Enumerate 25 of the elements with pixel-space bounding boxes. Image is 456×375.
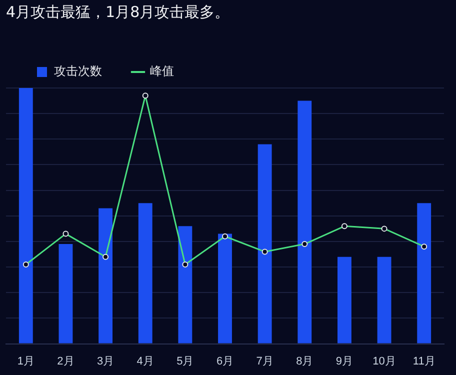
x-tick-label: 10月 (372, 355, 396, 368)
x-tick-label: 9月 (336, 355, 354, 368)
bar (417, 203, 432, 344)
legend-label: 峰值 (150, 64, 174, 78)
bar (337, 256, 352, 344)
bar (98, 208, 113, 344)
bar (298, 100, 312, 344)
bar (18, 88, 33, 344)
x-tick-label: 8月 (296, 355, 314, 368)
bar (218, 234, 232, 344)
x-tick-label: 7月 (256, 355, 274, 368)
bar (58, 244, 73, 344)
bar (178, 226, 192, 344)
x-tick-label: 1月 (17, 355, 34, 368)
bar (138, 203, 152, 344)
bar (377, 256, 392, 344)
x-tick-label: 6月 (216, 355, 234, 368)
legend-label: 攻击次数 (54, 64, 102, 78)
x-tick-label: 5月 (176, 355, 194, 368)
x-tick-label: 11月 (412, 355, 436, 368)
bar (258, 144, 272, 344)
chart-title: 4月攻击最猛，1月8月攻击最多。 (6, 2, 230, 21)
x-tick-label: 3月 (96, 355, 114, 368)
x-tick-label: 2月 (57, 355, 74, 368)
x-tick-label: 4月 (136, 355, 154, 368)
